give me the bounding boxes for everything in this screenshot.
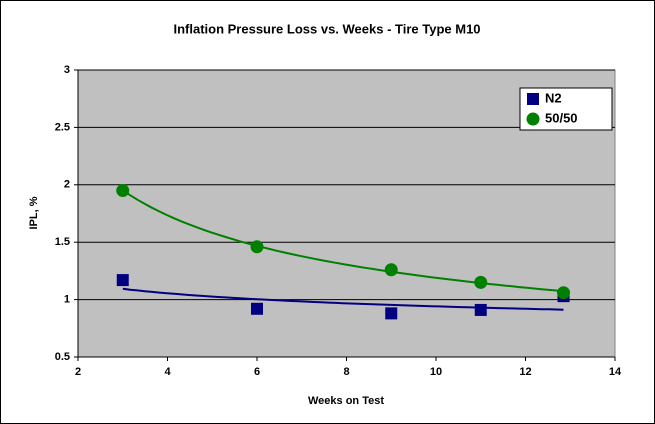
marker [116, 274, 129, 287]
trendline [122, 189, 564, 293]
y-tick-label: 3 [64, 64, 70, 76]
x-tick-label: 6 [254, 366, 260, 378]
y-tick-label: 1.5 [55, 236, 70, 248]
x-tick-label: 12 [519, 366, 531, 378]
marker [384, 263, 398, 277]
x-tick-label: 14 [609, 366, 622, 378]
y-axis-title: IPL, % [28, 196, 40, 229]
legend-marker [527, 93, 539, 105]
legend: N2 50/50 [519, 87, 613, 131]
y-tick-label: 0.5 [55, 351, 70, 363]
y-tick-label: 2 [64, 179, 70, 191]
marker [251, 302, 263, 315]
x-tick-label: 2 [75, 366, 81, 378]
chart-title: Inflation Pressure Loss vs. Weeks - Tire… [173, 21, 480, 36]
trendline [122, 287, 564, 311]
marker [116, 184, 130, 198]
x-axis-title: Weeks on Test [308, 395, 384, 407]
x-tick-label: 8 [343, 366, 349, 378]
x-tick-label: 4 [164, 366, 171, 378]
legend-marker [526, 112, 540, 126]
marker [250, 240, 264, 254]
marker [557, 286, 571, 300]
marker [385, 307, 398, 320]
y-tick-label: 1 [64, 294, 70, 306]
y-tick-label: 2.5 [55, 121, 70, 133]
legend-label: 50/50 [545, 110, 578, 125]
x-tick-label: 10 [430, 366, 442, 378]
legend-label: N2 [545, 90, 562, 105]
marker [474, 303, 487, 316]
marker [474, 275, 488, 289]
